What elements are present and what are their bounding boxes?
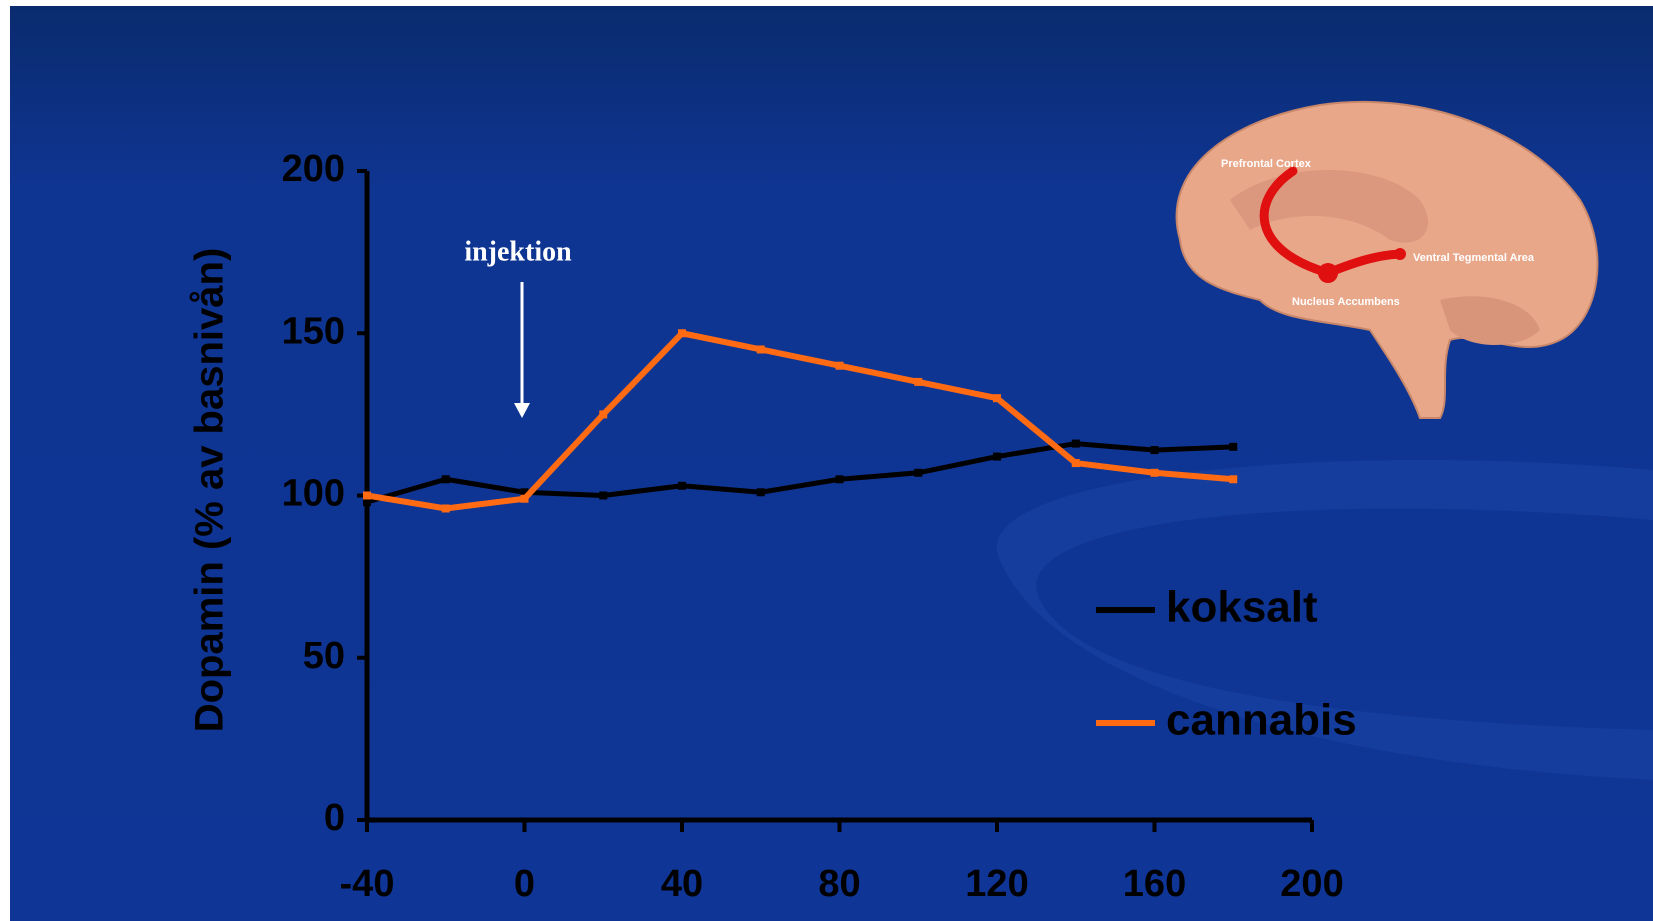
point (520, 488, 529, 497)
annotation: injektion (464, 236, 572, 267)
brain-label: Ventral Tegmental Area (1413, 252, 1535, 264)
point (835, 361, 844, 370)
x-tick-label: 120 (965, 863, 1028, 905)
point (599, 491, 608, 500)
point (363, 491, 371, 500)
point (1071, 459, 1080, 468)
point (914, 377, 923, 386)
x-tick-label: 0 (514, 863, 535, 905)
y-tick-label: 50 (303, 635, 345, 677)
point (1229, 442, 1238, 451)
point (1229, 475, 1238, 484)
point (914, 468, 923, 477)
point (441, 504, 450, 513)
y-tick-label: 100 (282, 473, 345, 515)
y-tick-label: 200 (282, 148, 345, 190)
point (678, 481, 686, 490)
point (363, 497, 371, 506)
x-tick-label: 160 (1123, 863, 1186, 905)
series-line (366, 330, 1234, 512)
point (1150, 468, 1159, 477)
brain-label: Prefrontal Cortex (1221, 158, 1312, 170)
point (599, 410, 608, 419)
x-tick-label: 40 (661, 863, 703, 905)
point (756, 345, 765, 354)
point (1150, 446, 1159, 455)
point (756, 488, 765, 497)
point (835, 475, 844, 484)
annotation-arrowhead (514, 403, 530, 418)
point (993, 452, 1001, 461)
brain-illustration: Prefrontal Cortex Ventral Tegmental Area… (1175, 100, 1599, 419)
x-tick-label: 80 (818, 863, 860, 905)
y-axis-label: Dopamin (% av basnivån) (188, 248, 232, 733)
decor-swoosh (996, 460, 1653, 780)
point (1071, 439, 1080, 448)
x-tick-label: 200 (1280, 863, 1343, 905)
series-line (366, 441, 1234, 505)
x-tick-label: -40 (340, 863, 395, 905)
y-tick-label: 0 (324, 797, 345, 839)
legend-label: koksalt (1166, 583, 1318, 632)
brain-label: Nucleus Accumbens (1292, 296, 1400, 308)
point (678, 329, 686, 338)
point (993, 394, 1001, 403)
y-tick-label: 150 (282, 310, 345, 352)
point (520, 494, 529, 503)
legend-label: cannabis (1166, 696, 1357, 745)
point (441, 475, 450, 484)
